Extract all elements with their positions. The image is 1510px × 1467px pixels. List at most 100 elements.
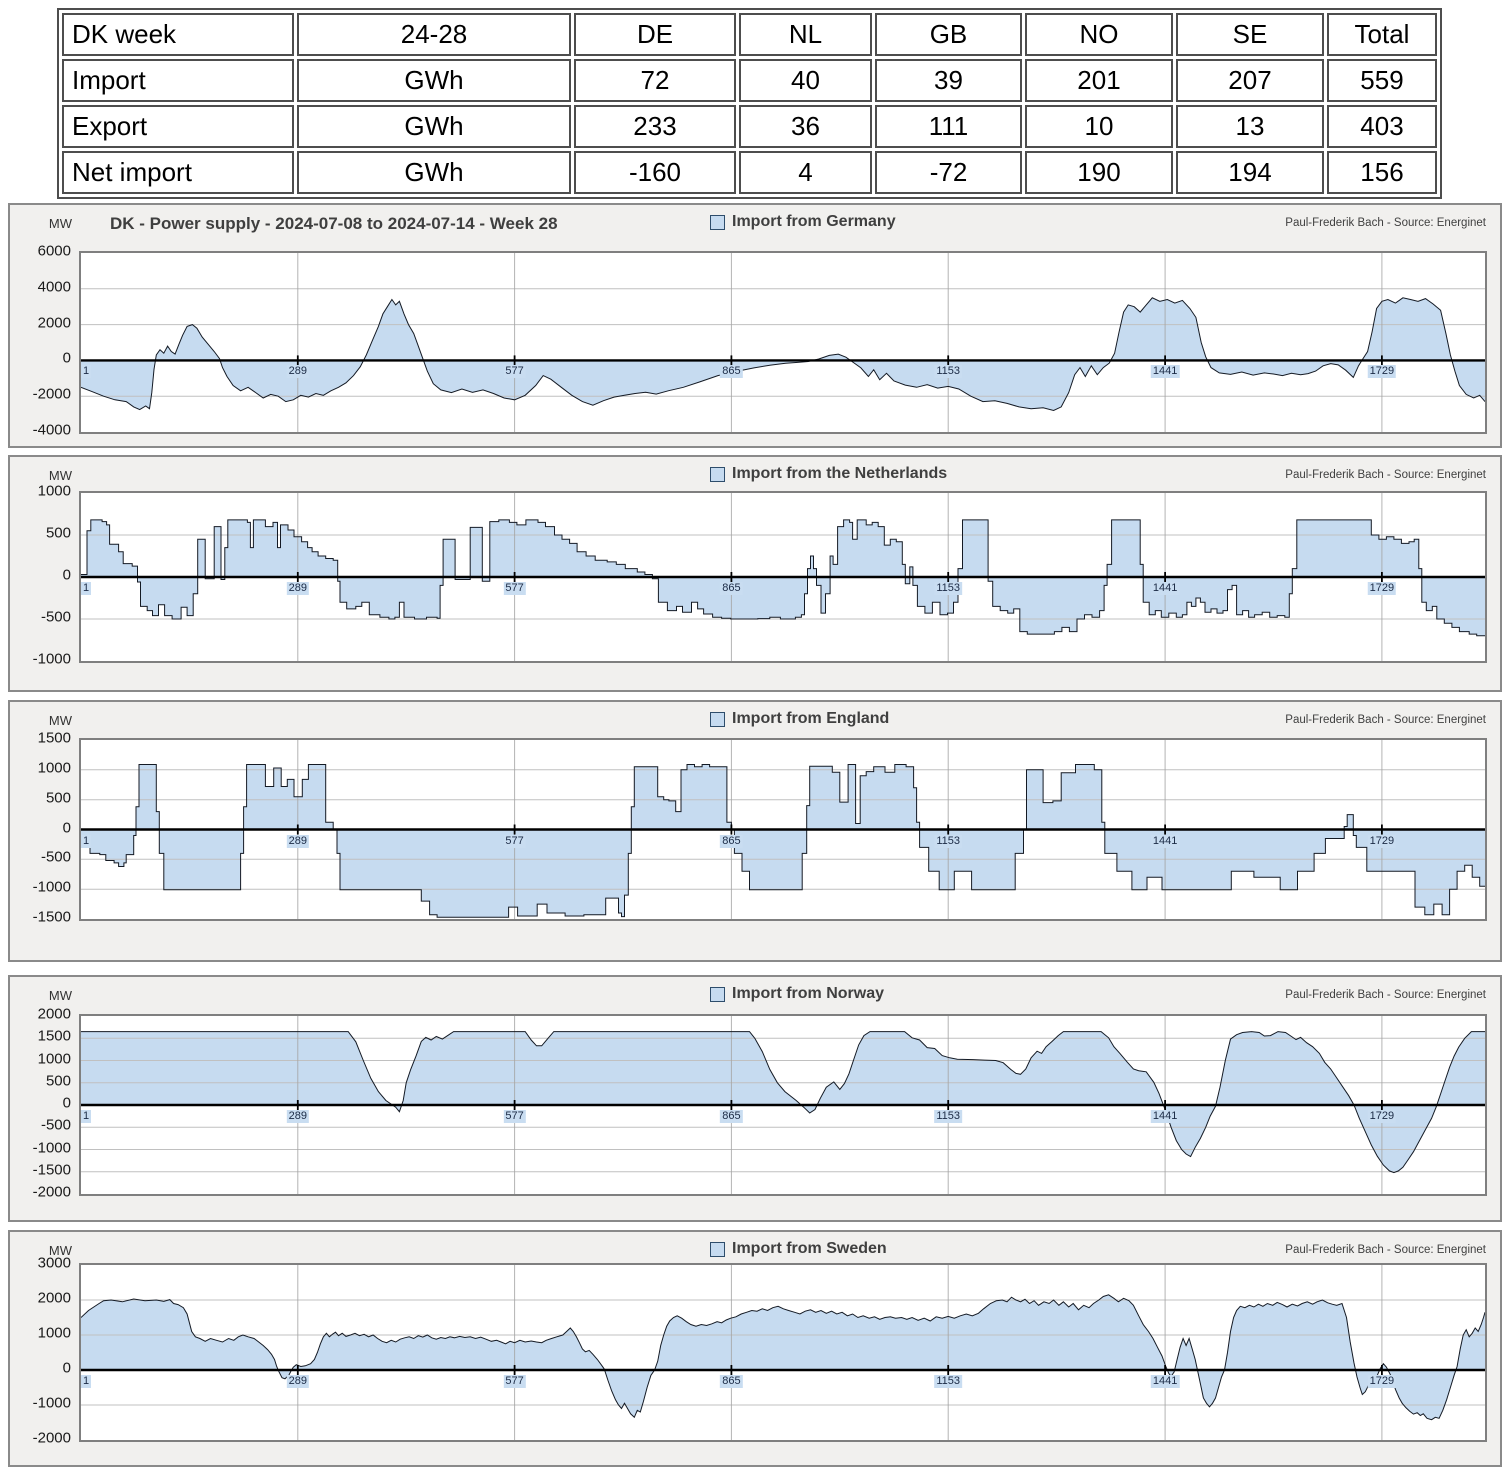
y-axis-label: 0	[62, 349, 71, 367]
y-axis-unit-label: MW	[48, 216, 72, 231]
y-axis: 1000 500 0 -500 -1000	[10, 483, 79, 668]
y-axis-label: 2000	[37, 314, 71, 332]
y-axis-label: 1000	[37, 759, 71, 777]
y-axis-label: -1000	[32, 650, 71, 668]
legend-label: Import from Norway	[732, 985, 885, 1002]
legend-swatch-icon	[710, 214, 725, 230]
chart-header: MW Import from Sweden Paul-Frederik Bach…	[10, 1232, 1500, 1263]
legend: Import from Sweden	[710, 1240, 887, 1258]
legend-label: Import from Sweden	[732, 1240, 887, 1257]
legend-label: Import from England	[732, 710, 890, 727]
table-cell: 13	[1176, 105, 1324, 148]
table-cell: 4	[739, 151, 872, 194]
x-axis-label: 1729	[1367, 834, 1397, 848]
table-cell: 36	[739, 105, 872, 148]
source-note: Paul-Frederik Bach - Source: Energinet	[1285, 217, 1486, 229]
plot-area: 1 289 577 865 1153 1441 1729	[79, 1263, 1487, 1442]
y-axis-label: 6000	[37, 242, 71, 260]
y-axis-label: 1000	[37, 1324, 71, 1342]
x-axis-label: 289	[286, 1110, 309, 1123]
source-note: Paul-Frederik Bach - Source: Energinet	[1285, 469, 1486, 481]
x-axis-label: 577	[503, 582, 526, 595]
legend: Import from Germany	[710, 213, 896, 231]
x-axis-label: 289	[286, 365, 309, 379]
chart-body: 2000 1500 1000 500 0 -500 -1000 -1500 -2000 1 289…	[10, 1006, 1500, 1201]
y-axis-label: 2000	[37, 1289, 71, 1307]
page-title: DK - Power supply - 2024-07-08 to 2024-0…	[110, 214, 558, 233]
chart-panel-norway: MW Import from Norway Paul-Frederik Bach…	[8, 975, 1502, 1222]
x-axis-label: 1153	[934, 834, 963, 848]
x-axis-label: 1729	[1367, 1375, 1397, 1388]
table-header-cell: GB	[875, 13, 1022, 56]
table-cell: 559	[1327, 59, 1437, 102]
chart-body: 1000 500 0 -500 -1000 1 289 577 865 1153 1441 1729	[10, 483, 1500, 668]
y-axis-unit-label: MW	[48, 713, 72, 728]
y-axis-label: 500	[45, 524, 71, 542]
area-chart	[81, 740, 1485, 919]
x-axis-label: 865	[720, 834, 743, 848]
legend-swatch-icon	[710, 466, 725, 482]
source-note: Paul-Frederik Bach - Source: Energinet	[1285, 714, 1486, 726]
table-cell: GWh	[297, 105, 571, 148]
table-cell: GWh	[297, 59, 571, 102]
x-axis-label: 1	[81, 1110, 92, 1123]
table-cell: 403	[1327, 105, 1437, 148]
table-row: Import GWh 72 40 39 201 207 559	[62, 59, 1437, 102]
table-cell: 10	[1025, 105, 1173, 148]
x-axis-label: 289	[286, 1375, 309, 1388]
table-cell: -160	[574, 151, 736, 194]
legend-swatch-icon	[710, 1241, 725, 1257]
y-axis-label: -2000	[32, 385, 71, 403]
x-axis-label: 1153	[934, 365, 963, 379]
y-axis: 6000 4000 2000 0 -2000 -4000	[10, 243, 79, 439]
chart-body: 6000 4000 2000 0 -2000 -4000 1 289 577 865 1153 14…	[10, 243, 1500, 439]
chart-body: 1500 1000 500 0 -500 -1000 -1500 1 289 577 865 115…	[10, 730, 1500, 926]
source-note: Paul-Frederik Bach - Source: Energinet	[1285, 1244, 1486, 1256]
chart-panel-netherlands: MW Import from the Netherlands Paul-Fred…	[8, 455, 1502, 692]
area-chart	[81, 1265, 1485, 1440]
x-axis-label: 1441	[1150, 834, 1180, 848]
area-chart	[81, 253, 1485, 432]
y-axis-label: 1500	[37, 1027, 71, 1045]
x-axis-label: 865	[720, 1375, 743, 1388]
x-axis-label: 865	[720, 365, 743, 379]
x-axis-label: 289	[286, 834, 309, 848]
table-header-cell: NO	[1025, 13, 1173, 56]
x-axis-label: 1	[81, 365, 92, 379]
x-axis-label: 1	[81, 582, 92, 595]
table-cell: 40	[739, 59, 872, 102]
chart-header: MW DK - Power supply - 2024-07-08 to 202…	[10, 205, 1500, 251]
y-axis: 2000 1500 1000 500 0 -500 -1000 -1500 -2000	[10, 1006, 79, 1201]
table-cell: 111	[875, 105, 1022, 148]
y-axis-label: -1000	[32, 1394, 71, 1412]
table-header-cell: NL	[739, 13, 872, 56]
table-header-cell: DK week	[62, 13, 294, 56]
y-axis-label: 0	[62, 566, 71, 584]
x-axis-label: 1441	[1150, 1110, 1180, 1123]
y-axis-label: 0	[62, 1094, 71, 1112]
area-chart	[81, 493, 1485, 661]
plot-area: 1 289 577 865 1153 1441 1729	[79, 738, 1487, 921]
y-axis-label: 1000	[37, 1050, 71, 1067]
y-axis-unit-label: MW	[48, 1243, 72, 1258]
y-axis: 1500 1000 500 0 -500 -1000 -1500	[10, 730, 79, 926]
table-cell: 190	[1025, 151, 1173, 194]
x-axis-label: 1441	[1150, 582, 1180, 595]
y-axis-unit-label: MW	[48, 468, 72, 483]
plot-area: 1 289 577 865 1153 1441 1729	[79, 251, 1487, 434]
x-axis-label: 1729	[1367, 1110, 1397, 1123]
x-axis-label: 865	[720, 582, 743, 595]
table-row: Net import GWh -160 4 -72 190 194 156	[62, 151, 1437, 194]
y-axis-label: -2000	[32, 1429, 71, 1447]
table-cell: Import	[62, 59, 294, 102]
legend-label: Import from the Netherlands	[732, 465, 948, 482]
legend-swatch-icon	[710, 711, 725, 727]
table-cell: 72	[574, 59, 736, 102]
table-row: Export GWh 233 36 111 10 13 403	[62, 105, 1437, 148]
y-axis-label: 0	[62, 819, 71, 836]
x-axis-label: 1153	[934, 1375, 963, 1388]
table-cell: 194	[1176, 151, 1324, 194]
legend: Import from Norway	[710, 985, 884, 1003]
y-axis-label: -500	[40, 608, 71, 626]
legend: Import from the Netherlands	[710, 465, 947, 483]
